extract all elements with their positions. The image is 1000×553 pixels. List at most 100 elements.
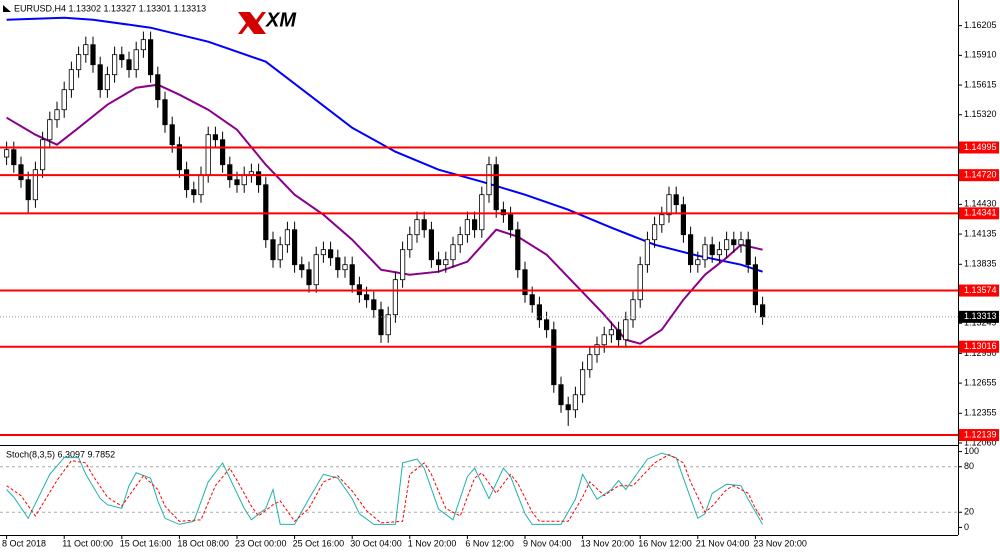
x-tick-label: 1 Nov 20:00 [408,538,457,548]
candle-body [702,244,708,261]
candle-body [421,219,427,231]
candle-body [666,194,672,216]
candle-body [306,269,312,286]
candle-body [630,299,636,321]
candle-body [673,194,679,206]
y-tick-label: 20 [964,507,974,517]
candle-body [18,164,24,181]
candle-body [464,219,471,236]
y-tick-label: 100 [964,446,979,456]
candle-body [32,169,39,201]
candle-body [155,74,161,101]
candle-body [25,179,31,201]
candle-body [299,264,305,271]
level-label: 1.12139 [964,429,997,439]
candle-body [270,239,276,261]
candle-body [97,64,103,91]
candle-body [623,319,629,341]
y-tick-label: 1.15910 [964,50,997,60]
candle-body [752,264,759,306]
candle-body [644,239,651,266]
logo-icon [238,12,266,34]
y-tick-label: 1.12655 [964,377,997,387]
candle-body [680,204,687,236]
last-price-box [959,310,999,323]
candle-body [572,394,579,411]
candle-body [277,244,283,261]
y-tick-label: 1.12950 [964,348,997,358]
x-tick-label: 11 Oct 00:00 [62,538,113,548]
candle-body [320,249,327,256]
candle-body [616,329,622,341]
candle-body [133,49,139,71]
level-label: 1.14995 [964,142,997,152]
y-tick-label: 1.12355 [964,408,997,418]
candle-body [428,229,435,261]
x-tick-label: 23 Nov 20:00 [753,538,807,548]
indicator-line [6,452,764,525]
candle-body [147,39,154,76]
candle-body [126,59,132,71]
candle-body [183,169,190,191]
candle-body [407,234,413,251]
candle-body [745,239,751,266]
candle-body [140,39,146,51]
candle-body [594,344,600,356]
y-tick-label: 1.12060 [964,437,997,447]
x-tick-label: 21 Nov 04:00 [696,538,750,548]
candle-body [760,304,766,318]
level-label-box [959,169,999,182]
candle-body [522,269,528,296]
candle-body [198,174,204,196]
indicator-title: Stoch(8,3,5) 6.3097 9.7852 [6,449,115,459]
x-tick-label: 16 Nov 12:00 [638,538,692,548]
candle-body [558,384,564,406]
candle-body [83,44,89,56]
candle-body [724,239,730,251]
x-tick-label: 23 Oct 00:00 [235,538,287,548]
candle-body [342,264,348,271]
candle-body [399,249,406,281]
candle-body [169,124,175,146]
candle-body [241,174,247,186]
candle-body [191,189,197,196]
y-tick-label: 1.14135 [964,228,997,238]
candle-body [219,139,226,166]
candle-body [731,239,737,246]
candle-body [227,164,233,181]
level-label-box [959,429,999,442]
candle-body [637,264,643,301]
candle-body [291,229,298,266]
candle-body [40,139,46,171]
candle-body [457,234,463,246]
candle-body [11,149,17,166]
chart-title: EURUSD,H4 1.13302 1.13327 1.13301 1.1331… [14,3,206,13]
x-tick-label: 18 Oct 08:00 [177,538,229,548]
indicator-line [6,454,764,524]
candle-body [507,214,514,231]
candle-body [580,369,586,396]
candle-body [378,309,384,336]
candle-body [371,299,377,311]
candle-body [529,294,535,306]
candle-body [414,219,420,236]
x-tick-label: 25 Oct 16:00 [293,538,345,548]
candle-body [234,179,240,186]
candle-body [486,164,492,196]
last-price-label: 1.13313 [964,311,997,321]
candle-body [695,259,701,266]
candle-body [176,144,182,171]
candle-body [659,214,665,226]
level-label-box [959,340,999,353]
candle-body [608,329,615,336]
candle-body [709,244,715,256]
candle-body [119,54,125,61]
candle-body [90,44,96,66]
candle-body [601,334,607,346]
level-label-box [959,207,999,220]
candle-body [435,259,442,266]
candle-body [335,257,341,271]
candle-body [471,219,478,231]
